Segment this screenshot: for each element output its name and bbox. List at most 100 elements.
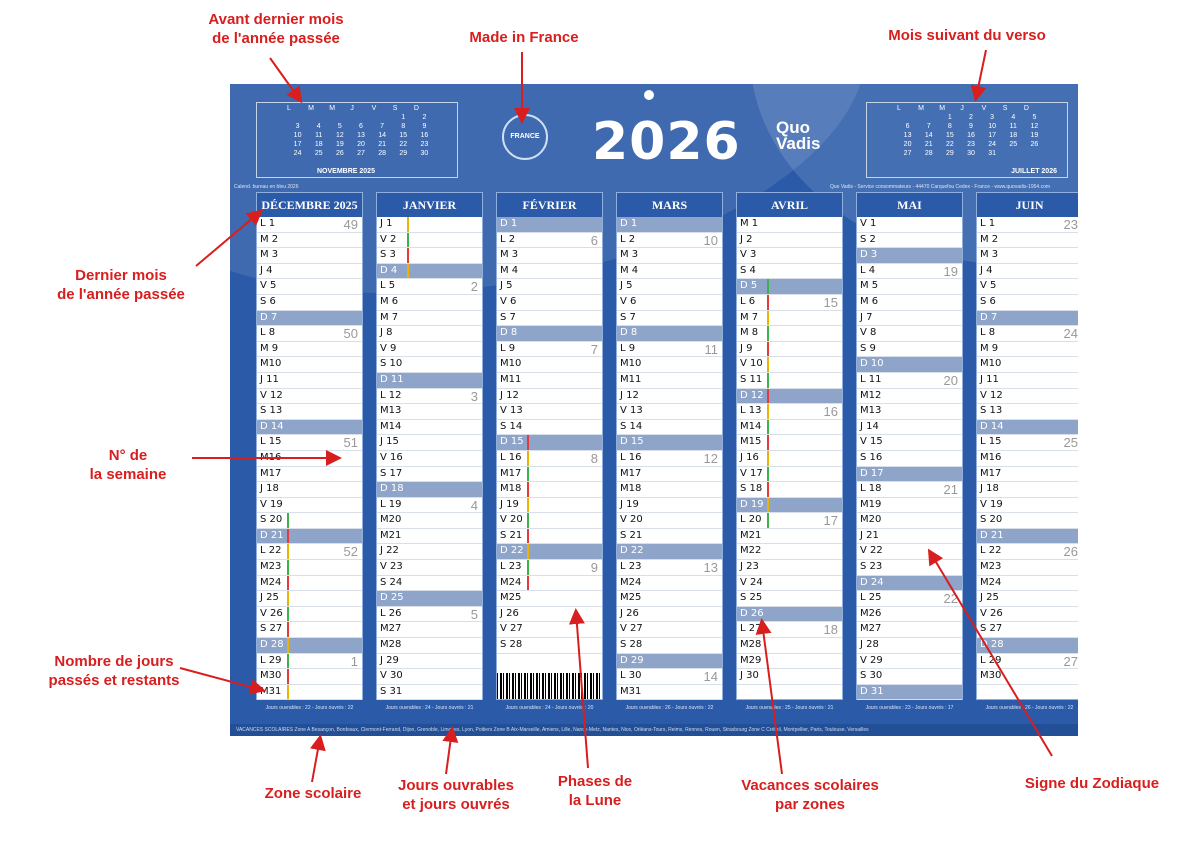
day-label: J 18 [260,483,279,495]
day-label: J 12 [620,389,639,401]
day-row: V 5 [977,279,1078,295]
school-holiday-marker [287,638,289,653]
day-row: M16 [977,451,1078,467]
mini-weekday-label: M [918,105,924,112]
day-label: V 6 [500,295,517,307]
day-label: V 27 [620,623,643,635]
day-label: D 4 [380,264,398,276]
day-label: M 6 [380,295,399,307]
day-label: V 27 [500,623,523,635]
day-row: D 28 [257,638,362,654]
mini-day-number: 15 [945,132,954,139]
day-row: J 14 [857,420,962,436]
month-header: JUIN [977,193,1078,217]
mini-day-number: 16 [967,132,975,139]
day-row: M 2 [977,233,1078,249]
week-number: 2 [470,279,478,295]
day-label: M27 [380,623,402,635]
day-row: S 30 [857,669,962,685]
day-row: L 8 24 [977,326,1078,342]
day-label: V 22 [860,545,883,557]
day-label: L 22 [260,545,282,557]
day-row: L 12 3 [377,389,482,405]
day-row: V 13 [617,404,722,420]
day-row: S 17 [377,467,482,483]
day-row: S 23 [857,560,962,576]
day-row: L 8 50 [257,326,362,342]
mini-weekday-label: M [939,105,946,112]
month-column-6: JUIN L 1 23 M 2 M 3 J 4 V 5 S 6 D 7 L 8 24 M 9 M10 J … [976,192,1078,711]
mini-day-number: 8 [947,123,952,130]
day-row: M27 [857,622,962,639]
day-row: M21 [737,529,842,545]
school-holiday-marker [287,622,289,638]
day-label: M17 [500,467,522,479]
mini-day-number: 13 [357,132,365,139]
day-row: J 22 [377,544,482,561]
month-column-2: FÉVRIER D 1 L 2 6 M 3 M 4 J 5 V 6 S 7 D 8 L 9 7 M10 M… [496,192,603,711]
day-row: S 18 [737,482,842,498]
day-label: L 23 [620,561,642,573]
school-holiday-marker [527,497,529,513]
day-label: M 6 [860,295,879,307]
day-row: D 10 [857,357,962,373]
day-label: S 27 [260,623,283,635]
day-label: L 8 [980,327,996,339]
day-row: M21 [377,529,482,545]
day-row: L 2 6 [497,233,602,249]
mini-weekday-label: D [413,105,419,112]
mini-calendar-caption: NOVEMBRE 2025 [317,168,375,175]
day-label: L 6 [740,295,756,307]
day-label: M20 [380,514,402,526]
day-row: M 6 [377,295,482,311]
day-row: M31 [617,685,722,701]
week-number: 1 [350,653,358,669]
day-row: S 24 [377,576,482,592]
day-label: J 14 [860,420,879,432]
day-label: M10 [260,358,282,370]
day-row: M14 [377,420,482,436]
day-row: D 22 [497,544,602,561]
day-label: J 9 [740,342,753,354]
day-row: L 19 4 [377,498,482,514]
day-row: D 21 [257,528,362,545]
day-row: M30 [257,669,362,685]
week-number: 23 [1063,217,1078,232]
day-label: L 16 [620,451,642,463]
day-row: V 2 [377,232,482,249]
day-label: L 2 [620,233,636,245]
day-row: M 3 [257,248,362,264]
school-holiday-marker [527,575,529,591]
mini-day-number: 18 [1009,132,1018,139]
mini-day-number: 5 [1032,114,1037,121]
day-label: J 4 [980,264,993,276]
school-holiday-marker [287,513,289,528]
day-label: S 17 [380,467,403,479]
day-label: M21 [380,529,402,541]
day-row: S 16 [857,451,962,467]
day-label: V 9 [380,342,397,354]
day-label: V 6 [620,295,637,307]
day-label: V 12 [260,389,283,401]
day-label: D 8 [500,327,518,339]
day-row: M23 [257,560,362,576]
week-number: 25 [1063,435,1078,451]
day-label: M 4 [500,264,519,276]
day-label: J 11 [980,373,999,385]
week-number: 6 [590,232,598,248]
school-holiday-marker [767,294,769,310]
day-label: M17 [980,467,1002,479]
day-label: M11 [500,373,522,385]
school-holiday-marker [767,279,769,294]
day-row: S 3 [377,248,482,264]
day-row: L 6 15 [737,294,842,311]
day-label: M26 [860,607,882,619]
day-row: V 15 [857,435,962,451]
week-number: 5 [470,606,478,622]
day-row: S 13 [977,404,1078,420]
day-label: S 11 [740,373,763,385]
mini-day-number: 29 [945,150,954,157]
day-label: M30 [980,670,1002,682]
